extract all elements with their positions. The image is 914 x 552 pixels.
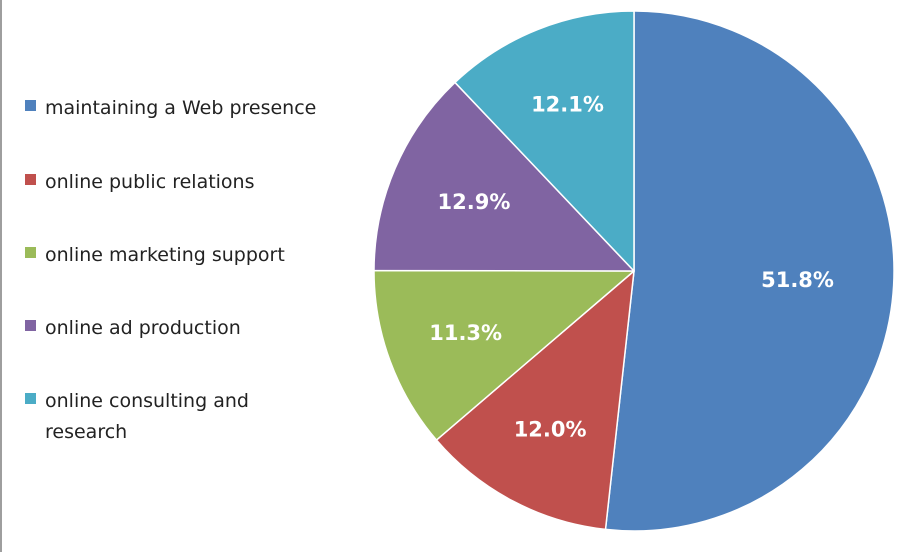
pie-slice [604,10,895,532]
legend-label: online ad production [45,317,241,339]
pie-slice [454,10,635,272]
slice-data-label: 12.0% [514,418,587,442]
legend-label: online marketing support [45,244,285,266]
slice-data-label: 51.8% [761,268,834,292]
pie-slice [373,269,635,441]
legend-label: online consulting and research [45,390,249,443]
pie-slice [373,81,635,272]
legend-swatch [25,320,36,331]
legend-label: maintaining a Web presence [45,97,317,119]
pie-slice [435,270,635,531]
chart-frame-border [0,0,2,552]
legend-swatch [25,174,36,185]
slice-data-label: 12.1% [531,92,604,116]
chart-legend: maintaining a Web presence online public… [0,0,330,552]
slice-data-label: 11.3% [429,321,502,345]
legend-swatch [25,393,36,404]
legend-label: online public relations [45,171,255,193]
legend-swatch [25,247,36,258]
legend-swatch [25,100,36,111]
slice-data-label: 12.9% [438,190,511,214]
